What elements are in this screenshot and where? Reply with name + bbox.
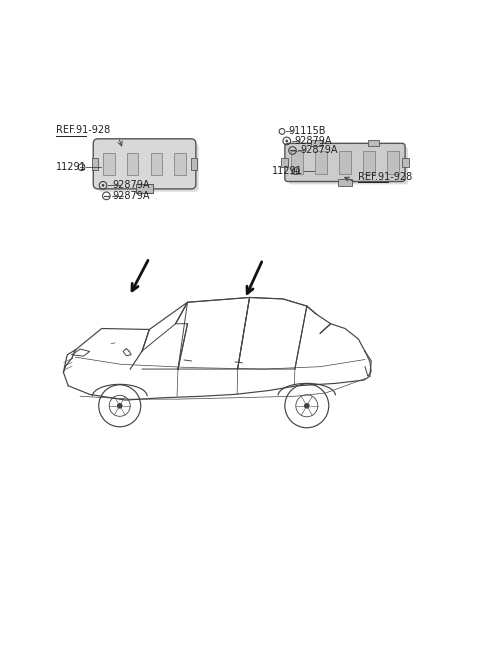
FancyBboxPatch shape [288, 147, 408, 185]
Circle shape [117, 403, 122, 409]
Circle shape [102, 184, 104, 187]
Text: 92879A: 92879A [294, 136, 332, 146]
Bar [315, 151, 327, 174]
Bar [368, 139, 379, 147]
Bar [402, 158, 409, 167]
Bar [104, 152, 115, 175]
FancyBboxPatch shape [93, 139, 196, 189]
Bar [291, 151, 303, 174]
Text: 92879A: 92879A [112, 191, 150, 201]
Bar [339, 151, 351, 174]
Text: REF.91-928: REF.91-928 [56, 125, 110, 135]
Bar [387, 151, 399, 174]
Circle shape [304, 403, 310, 409]
Bar [127, 152, 139, 175]
Bar [92, 158, 98, 170]
FancyBboxPatch shape [285, 143, 405, 181]
FancyBboxPatch shape [98, 144, 199, 192]
Circle shape [286, 140, 288, 143]
Text: 11291: 11291 [56, 162, 87, 172]
Bar [151, 152, 162, 175]
Text: 91115B: 91115B [288, 126, 326, 137]
Text: 11291: 11291 [273, 166, 303, 176]
Bar [338, 179, 352, 186]
Bar [191, 158, 197, 170]
Bar [363, 151, 375, 174]
Bar [311, 139, 322, 147]
Bar [136, 184, 153, 193]
Bar [281, 158, 288, 167]
Bar [174, 152, 186, 175]
Text: 92879A: 92879A [112, 180, 150, 191]
Text: 92879A: 92879A [300, 145, 337, 156]
Text: REF.91-928: REF.91-928 [359, 171, 413, 181]
